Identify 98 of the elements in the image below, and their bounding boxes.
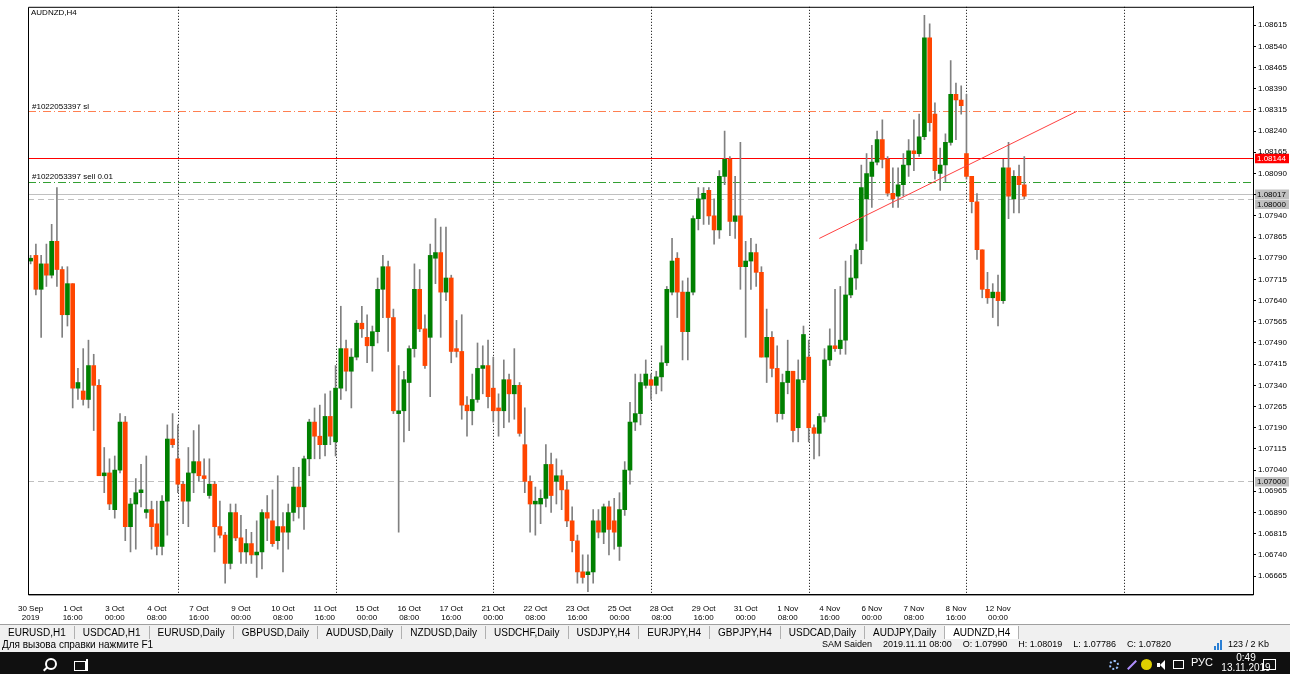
text: AUDNZD,H4 [945, 625, 1020, 639]
y-tick-label: 1.06815 [1258, 528, 1288, 538]
candlestick [101, 447, 107, 494]
x-tick-label: 23 Oct 16:00 [565, 604, 590, 622]
x-tick-label: 25 Oct 00:00 [607, 604, 633, 622]
text: C: 1.07820 [1126, 639, 1171, 649]
y-tick-label: 1.07040 [1258, 465, 1288, 475]
candlestick [75, 368, 81, 400]
y-tick-label: 1.06740 [1258, 550, 1288, 560]
candlestick [264, 495, 270, 542]
candlestick [254, 520, 260, 578]
text: AUDJPY,Daily [864, 625, 946, 639]
y-tick-label: 1.07490 [1258, 338, 1288, 348]
x-tick-label: 15 Oct 00:00 [355, 604, 380, 622]
text: O: 1.07990 [962, 639, 1008, 649]
candlestick [280, 512, 286, 573]
y-tick-label: 1.08390 [1258, 83, 1288, 93]
x-tick-label: 29 Oct 16:00 [691, 604, 717, 622]
candlestick [611, 498, 617, 550]
x-tick-label: 28 Oct 08:00 [649, 604, 675, 622]
text: EURUSD,Daily [149, 625, 234, 639]
x-tick-label: 17 Oct 16:00 [439, 604, 464, 622]
text: РУС [1191, 656, 1214, 668]
text: 123 / 2 Kb [1228, 639, 1270, 649]
candlestick [511, 348, 517, 420]
x-tick-label: 7 Oct 16:00 [188, 604, 210, 622]
x-tick-label: 12 Nov 00:00 [985, 604, 1011, 622]
y-tick-label: 1.07340 [1258, 380, 1288, 390]
x-tick-label: 1 Oct 16:00 [62, 604, 84, 622]
text: Для вызова справки нажмите F1 [2, 639, 154, 650]
y-tick-label: 1.08540 [1258, 41, 1288, 51]
candlestick [937, 147, 943, 191]
y-tick-label: 1.08090 [1258, 168, 1288, 178]
candlestick [837, 286, 843, 355]
x-tick-label: 9 Oct 00:00 [230, 604, 252, 622]
x-tick-label: 22 Oct 08:00 [523, 604, 548, 622]
text: H: 1.08019 [1018, 639, 1063, 649]
ref-line-label: 1.08144 [1257, 153, 1287, 163]
y-tick-label: 1.07790 [1258, 253, 1288, 263]
y-tick-label: 1.07265 [1258, 401, 1288, 411]
text: L: 1.07786 [1073, 639, 1116, 649]
text: USDCAD,H1 [74, 625, 150, 639]
x-tick-label: 8 Nov 16:00 [945, 604, 967, 622]
y-tick-label: 1.08615 [1258, 20, 1288, 30]
ref-line-label: #1022053397 sell 0.01 [32, 172, 114, 182]
text: 2019.11.11 08:00 [883, 639, 952, 649]
candlestick [990, 283, 996, 318]
y-tick-label: 1.07190 [1258, 422, 1288, 432]
x-tick-label: 7 Nov 08:00 [903, 604, 925, 622]
x-tick-label: 21 Oct 00:00 [481, 604, 506, 622]
candlestick [143, 455, 149, 519]
text: GBPUSD,Daily [233, 625, 319, 639]
y-tick-label: 1.07115 [1258, 444, 1287, 454]
x-tick-label: 4 Oct 08:00 [146, 604, 168, 622]
text: GBPJPY,H4 [710, 625, 781, 639]
candlestick [958, 85, 964, 115]
candlestick [80, 348, 86, 406]
ref-line-label: 1.07000 [1257, 477, 1287, 487]
y-tick-label: 1.08240 [1258, 126, 1288, 136]
y-tick-label: 1.08315 [1258, 105, 1288, 115]
x-tick-label: 16 Oct 08:00 [397, 604, 422, 622]
x-tick-label: 11 Oct 16:00 [313, 604, 338, 622]
text: SAM Saiden [822, 639, 873, 649]
x-tick-label: 1 Nov 08:00 [777, 604, 799, 622]
candlestick [201, 458, 207, 494]
x-tick-label: 10 Oct 08:00 [271, 604, 296, 622]
y-tick-label: 1.06665 [1258, 571, 1288, 581]
x-tick-label: 6 Nov 00:00 [861, 604, 883, 622]
x-tick-label: 3 Oct 00:00 [104, 604, 126, 622]
candlestick [832, 288, 838, 352]
y-tick-label: 1.07715 [1258, 274, 1288, 284]
text: 0:49 [1235, 652, 1257, 663]
text: EURUSD,H1 [0, 625, 75, 639]
text: 13.11.2019 [1220, 662, 1272, 673]
y-tick-label: 1.07565 [1258, 316, 1288, 326]
candlestick [133, 478, 139, 550]
y-tick-label: 1.07640 [1258, 295, 1288, 305]
y-tick-label: 1.08465 [1258, 62, 1288, 72]
x-tick-label: 30 Sep 2019 [17, 604, 44, 622]
text: USDCAD,Daily [780, 625, 865, 639]
ref-line-label: 1.08000 [1257, 199, 1287, 209]
y-tick-label: 1.06965 [1258, 486, 1288, 496]
text: AUDUSD,Daily [318, 625, 403, 639]
text: USDCHF,Daily [485, 625, 569, 639]
candlestick [243, 529, 249, 564]
text: NZDUSD,Daily [402, 625, 486, 639]
y-tick-label: 1.07415 [1258, 359, 1288, 369]
y-tick-label: 1.06890 [1258, 507, 1288, 517]
candlestick [275, 475, 281, 550]
x-tick-label: 31 Oct 00:00 [733, 604, 759, 622]
x-tick-label: 4 Nov 16:00 [819, 604, 841, 622]
y-tick-label: 1.07940 [1258, 211, 1288, 221]
ref-line-label: 1.08017 [1257, 189, 1287, 199]
chart-title: AUDNZD,H4 [31, 8, 78, 17]
y-tick-label: 1.07865 [1258, 232, 1288, 242]
ref-line-label: #1022053397 sl [32, 101, 90, 111]
text: EURJPY,H4 [639, 625, 711, 639]
text: USDJPY,H4 [568, 625, 640, 639]
